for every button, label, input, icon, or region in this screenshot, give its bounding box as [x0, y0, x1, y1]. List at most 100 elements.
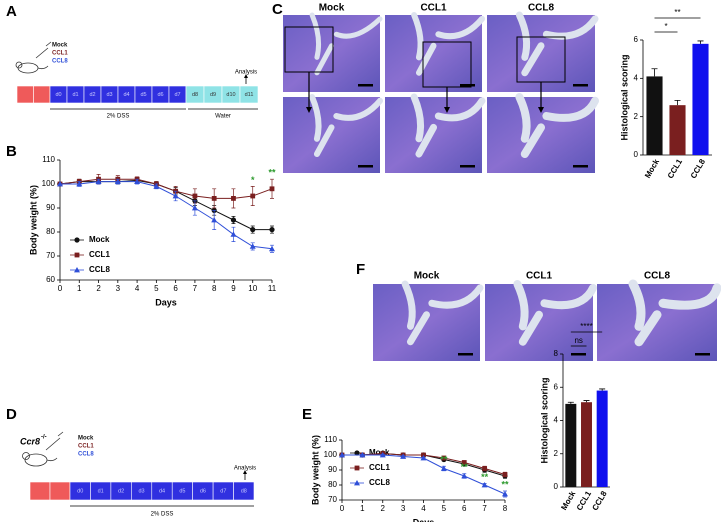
lumen — [410, 93, 486, 158]
lumen — [513, 280, 597, 346]
significance-label: * — [664, 22, 667, 31]
bar — [581, 402, 592, 487]
x-tick-label: 10 — [248, 284, 257, 293]
series-line — [59, 178, 273, 199]
x-tick-label: 5 — [154, 284, 159, 293]
significance-label: ** — [461, 462, 469, 472]
data-point — [400, 453, 407, 459]
data-point — [339, 452, 345, 458]
significance-label: * — [251, 175, 255, 185]
x-tick-label: 7 — [482, 504, 487, 513]
x-tick-label: 2 — [96, 284, 101, 293]
significance-label: ** — [501, 479, 509, 489]
day-label: d5 — [140, 92, 146, 98]
panel-label: C — [272, 1, 283, 18]
panel-label: B — [6, 143, 17, 160]
data-point — [211, 217, 218, 223]
day-label: d6 — [200, 488, 206, 494]
data-point — [211, 196, 217, 201]
mouse-icon — [15, 41, 52, 74]
histology-image — [283, 15, 380, 92]
treatment-label: CCL8 — [52, 59, 68, 65]
day-label: d11 — [245, 92, 254, 98]
timeline-cell — [239, 85, 259, 104]
data-point — [461, 460, 467, 465]
day-label: d10 — [226, 92, 235, 98]
y-tick-label: 80 — [328, 480, 337, 489]
y-tick-label: 6 — [554, 382, 559, 391]
y-tick-label: 0 — [554, 482, 559, 491]
lumen — [309, 12, 383, 76]
x-tick-label: 4 — [135, 284, 140, 293]
day-label: d8 — [241, 488, 247, 494]
legend-marker — [74, 237, 80, 243]
endpoint-label: Analysis — [235, 70, 257, 76]
timeline-cell — [49, 481, 71, 501]
error-bar — [674, 99, 681, 106]
y-tick-label: 2 — [554, 449, 559, 458]
data-point — [153, 183, 160, 189]
data-point — [230, 231, 237, 237]
scale-bar — [573, 165, 588, 168]
day-label: d8 — [192, 92, 198, 98]
x-tick-label: 0 — [58, 284, 63, 293]
timeline-cell — [233, 481, 255, 501]
x-tick-label: 9 — [231, 284, 236, 293]
x-tick-label: 8 — [503, 504, 508, 513]
y-tick-label: 100 — [324, 450, 338, 459]
y-tick-label: 60 — [46, 275, 55, 284]
x-tick-label: 8 — [212, 284, 217, 293]
x-tick-label: 1 — [360, 504, 365, 513]
data-point — [250, 193, 256, 199]
day-label: d7 — [174, 92, 180, 98]
treatment-label: CCL8 — [78, 452, 94, 458]
bar — [565, 403, 577, 487]
data-point — [95, 178, 102, 184]
y-tick-label: 4 — [554, 416, 559, 425]
panel-label: D — [6, 406, 17, 423]
data-point — [57, 181, 63, 187]
treatment-label: Mock — [78, 436, 94, 442]
legend-marker — [74, 252, 80, 258]
phase-label: 2% DSS — [107, 114, 130, 120]
day-label: d4 — [123, 92, 129, 98]
bar — [596, 390, 608, 487]
series-line — [60, 181, 273, 250]
image-label: CCL1 — [420, 3, 447, 14]
y-tick-label: 90 — [328, 465, 337, 474]
x-tick-label: 11 — [268, 284, 277, 293]
scale-bar — [358, 165, 373, 168]
y-axis-label: Body weight (%) — [310, 435, 320, 505]
lumen — [628, 279, 721, 347]
day-label: d4 — [159, 488, 165, 494]
treatment-label: CCL1 — [78, 444, 94, 450]
image-label: CCL8 — [528, 3, 555, 14]
significance-label: ns — [574, 336, 582, 345]
lumen — [309, 94, 383, 157]
data-point — [230, 217, 237, 223]
legend-label: Mock — [369, 448, 390, 457]
treatment-label: Mock — [52, 43, 68, 49]
panel-label: F — [356, 261, 365, 278]
x-tick-label: 0 — [340, 504, 345, 513]
x-axis-label: Days — [413, 517, 435, 522]
treatment-label: CCL1 — [52, 51, 68, 57]
data-point — [250, 227, 256, 233]
image-label: Mock — [414, 271, 440, 282]
scale-bar — [573, 84, 588, 87]
data-point — [269, 245, 275, 252]
legend-label: CCL8 — [369, 478, 390, 487]
scale-bar — [358, 84, 373, 87]
y-tick-label: 70 — [46, 251, 55, 260]
day-label: d0 — [55, 92, 61, 98]
data-point — [502, 491, 508, 497]
day-label: d1 — [98, 488, 104, 494]
legend-label: CCL1 — [89, 250, 110, 259]
y-tick-label: 70 — [328, 495, 337, 504]
scale-bar — [571, 353, 586, 356]
data-point — [249, 243, 256, 249]
panel-label: E — [302, 406, 312, 423]
data-point — [231, 196, 236, 201]
y-tick-label: 90 — [46, 203, 55, 212]
day-label: d5 — [179, 488, 185, 494]
